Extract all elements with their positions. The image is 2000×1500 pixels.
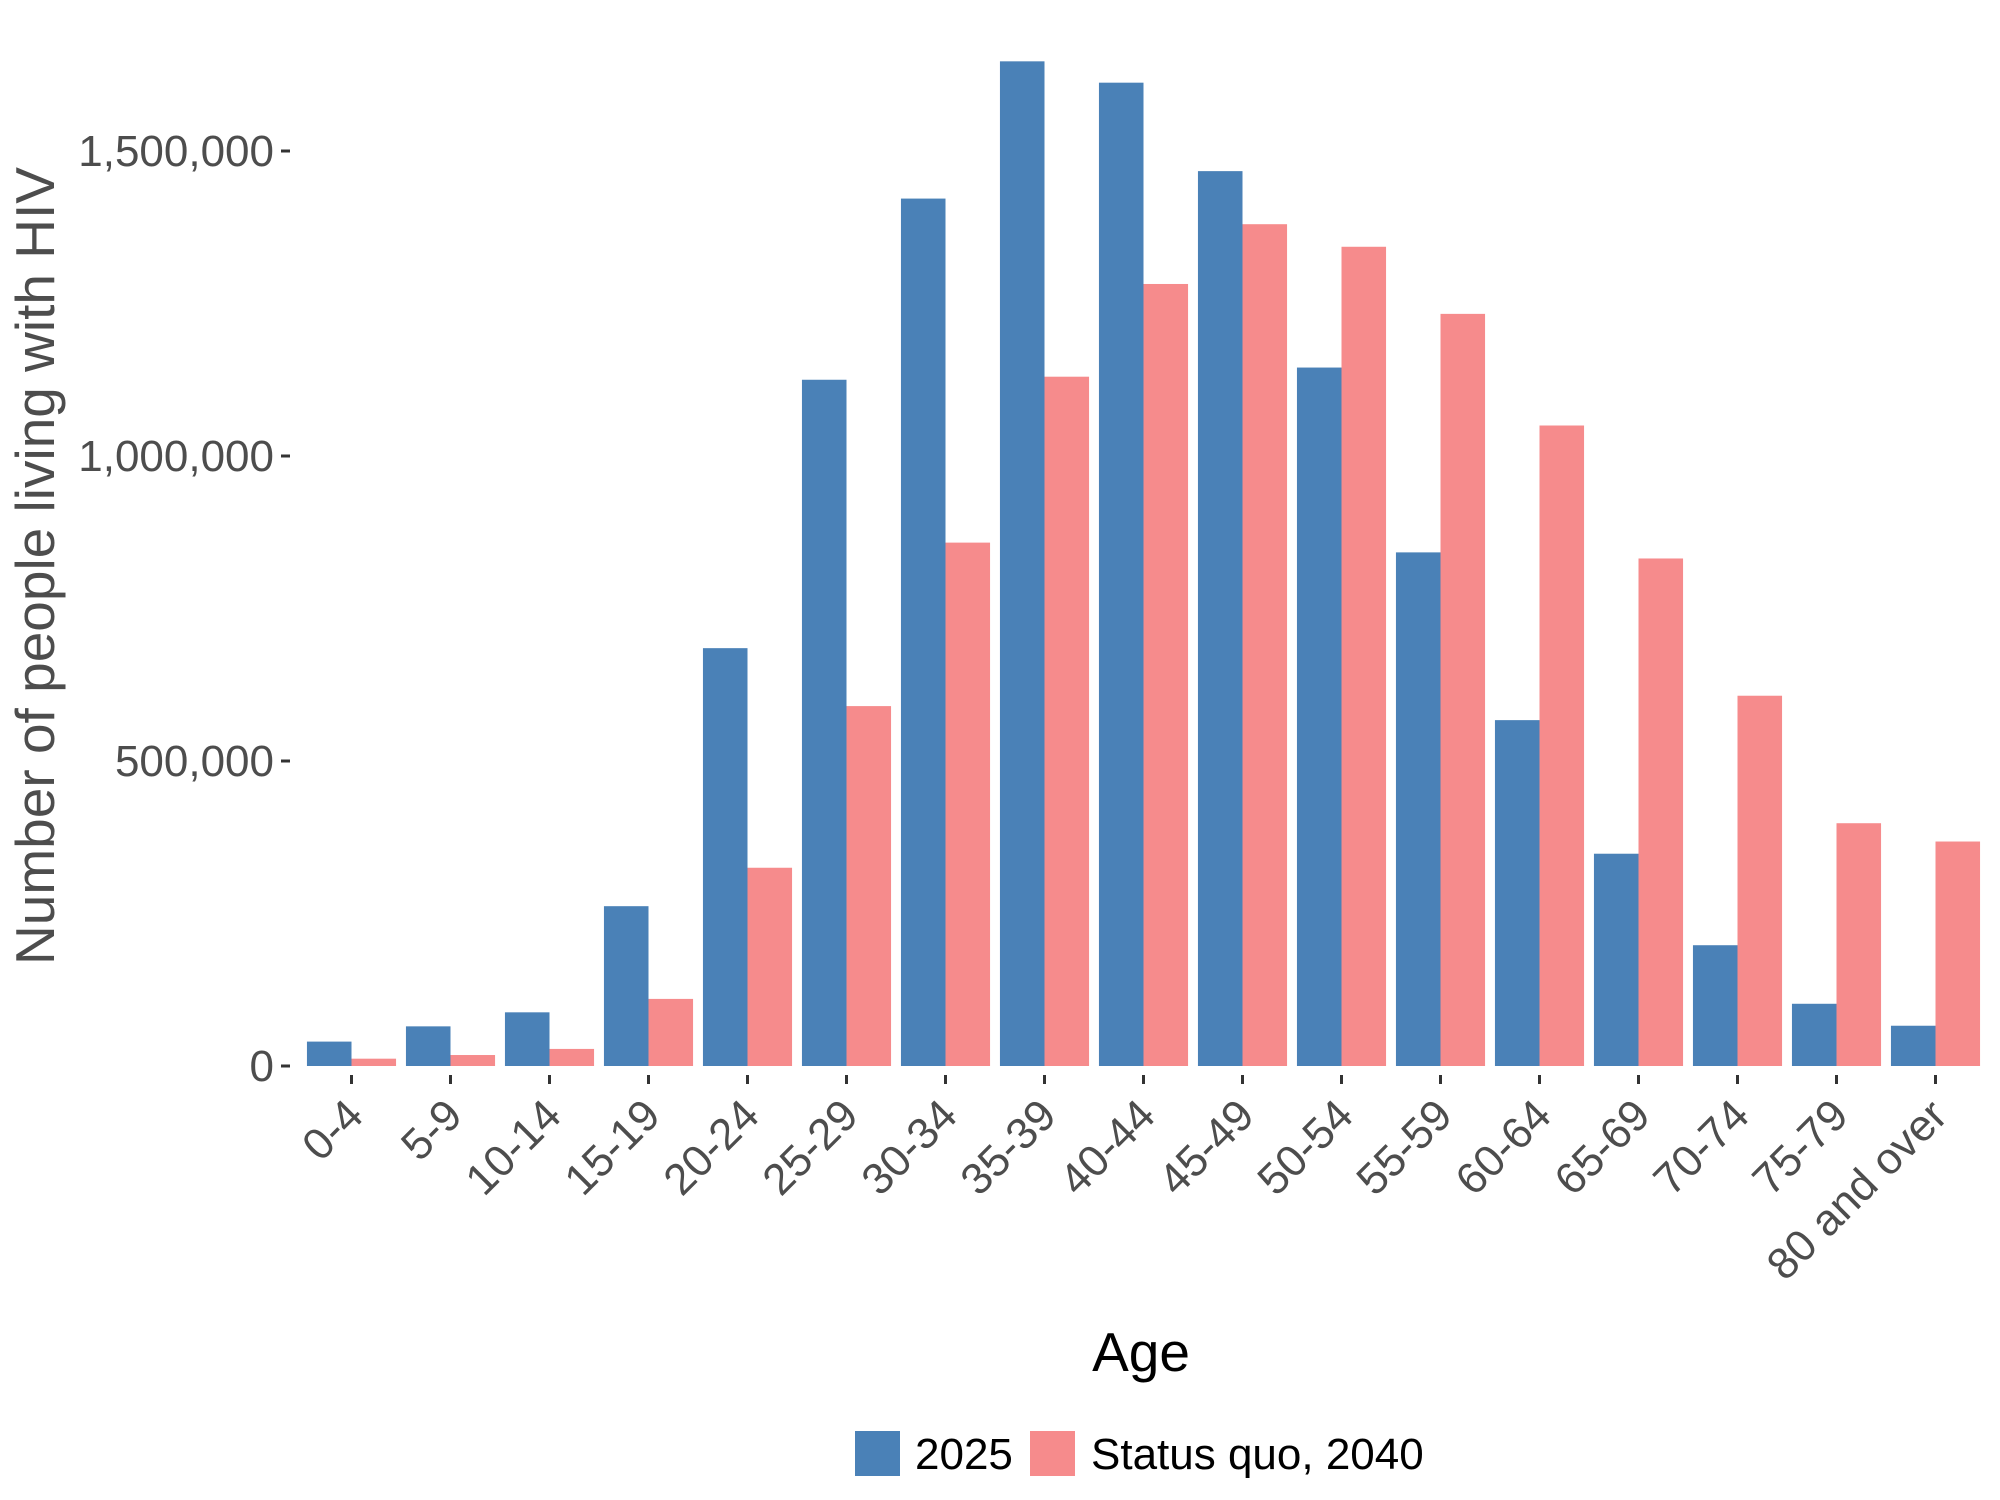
bar-status-quo-2040-35-39: [1044, 376, 1090, 1066]
bar-2025-0-4: [306, 1041, 352, 1066]
legend-swatch-2025: [855, 1431, 900, 1476]
x-tick-label: 60-64: [1446, 1090, 1560, 1204]
legend-label-2025: 2025: [915, 1430, 1013, 1479]
x-tick-label: 40-44: [1050, 1090, 1164, 1204]
bar-status-quo-2040-10-14: [549, 1048, 595, 1066]
legend-swatch-status-quo-2040: [1030, 1431, 1075, 1476]
legend: 2025 Status quo, 2040: [855, 1430, 1424, 1479]
bar-status-quo-2040-75-79: [1836, 823, 1882, 1066]
bar-status-quo-2040-50-54: [1341, 246, 1387, 1066]
bar-2025-40-44: [1098, 82, 1144, 1067]
bar-2025-65-69: [1593, 853, 1639, 1066]
bar-status-quo-2040-55-59: [1440, 313, 1486, 1066]
x-axis-title: Age: [1092, 1321, 1190, 1383]
bar-status-quo-2040-40-44: [1143, 283, 1189, 1067]
x-tick-label: 30-34: [852, 1090, 966, 1204]
bar-2025-80-and-over: [1890, 1025, 1936, 1066]
bar-2025-35-39: [999, 61, 1045, 1066]
x-tick-label: 45-49: [1149, 1090, 1263, 1204]
bar-2025-30-34: [900, 198, 946, 1066]
x-tick-label: 5-9: [392, 1090, 472, 1170]
bar-2025-10-14: [504, 1012, 550, 1066]
x-tick-label: 15-19: [555, 1090, 669, 1204]
bar-2025-20-24: [702, 648, 748, 1066]
bar-2025-70-74: [1692, 945, 1738, 1066]
bar-2025-75-79: [1791, 1003, 1837, 1066]
bar-status-quo-2040-65-69: [1638, 558, 1684, 1066]
y-tick-label: 500,000: [115, 737, 274, 786]
bar-2025-50-54: [1296, 367, 1342, 1066]
x-axis: 0-4 5-910-1415-1920-2425-2930-3435-3940-4…: [293, 1075, 1957, 1289]
y-axis-title: Number of people living with HIV: [4, 167, 66, 965]
bar-status-quo-2040-30-34: [945, 542, 991, 1066]
bar-status-quo-2040-80-and-over: [1935, 841, 1981, 1066]
bar-status-quo-2040-45-49: [1242, 224, 1288, 1066]
bar-2025-25-29: [801, 379, 847, 1066]
x-tick-label: 65-69: [1545, 1090, 1659, 1204]
bar-status-quo-2040-70-74: [1737, 695, 1783, 1066]
x-tick-label: 35-39: [951, 1090, 1065, 1204]
x-tick-label: 0-4: [293, 1090, 373, 1170]
x-tick-label: 50-54: [1248, 1090, 1362, 1204]
y-tick-label: 1,500,000: [78, 127, 274, 176]
bar-status-quo-2040-60-64: [1539, 425, 1585, 1066]
bar-status-quo-2040-20-24: [747, 867, 793, 1066]
bar-2025-55-59: [1395, 552, 1441, 1066]
x-tick-label: 70-74: [1644, 1090, 1758, 1204]
x-tick-label: 25-29: [753, 1090, 867, 1204]
bar-2025-60-64: [1494, 720, 1540, 1066]
bar-2025-15-19: [603, 906, 649, 1066]
bar-status-quo-2040-0-4: [351, 1058, 397, 1066]
bar-status-quo-2040-15-19: [648, 998, 694, 1066]
bar-status-quo-2040-25-29: [846, 706, 892, 1066]
legend-label-status-quo-2040: Status quo, 2040: [1091, 1430, 1424, 1479]
bar-status-quo-2040-5-9: [450, 1055, 496, 1066]
y-tick-label: 0: [250, 1042, 274, 1091]
x-tick-label: 55-59: [1347, 1090, 1461, 1204]
bar-2025-45-49: [1197, 171, 1243, 1066]
x-tick-label: 20-24: [654, 1090, 768, 1204]
y-tick-label: 1,000,000: [78, 432, 274, 481]
bars-group: [306, 61, 1981, 1067]
y-axis: 0 500,000 1,000,000 1,500,000: [78, 127, 290, 1091]
bar-2025-5-9: [405, 1026, 451, 1066]
x-tick-label: 10-14: [456, 1090, 570, 1204]
